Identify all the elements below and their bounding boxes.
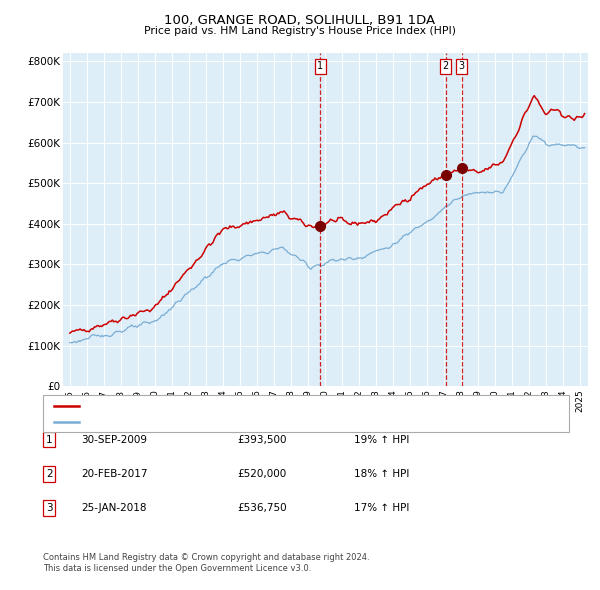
Text: 19% ↑ HPI: 19% ↑ HPI bbox=[354, 435, 409, 444]
Text: 18% ↑ HPI: 18% ↑ HPI bbox=[354, 469, 409, 478]
Text: 100, GRANGE ROAD, SOLIHULL, B91 1DA: 100, GRANGE ROAD, SOLIHULL, B91 1DA bbox=[164, 14, 436, 27]
Text: 1: 1 bbox=[317, 61, 323, 71]
Text: 3: 3 bbox=[46, 503, 53, 513]
Text: HPI: Average price, detached house, Solihull: HPI: Average price, detached house, Soli… bbox=[85, 417, 306, 427]
Text: £393,500: £393,500 bbox=[237, 435, 287, 444]
Text: 100, GRANGE ROAD, SOLIHULL, B91 1DA (detached house): 100, GRANGE ROAD, SOLIHULL, B91 1DA (det… bbox=[85, 401, 380, 411]
Text: £536,750: £536,750 bbox=[237, 503, 287, 513]
Text: 17% ↑ HPI: 17% ↑ HPI bbox=[354, 503, 409, 513]
Text: 25-JAN-2018: 25-JAN-2018 bbox=[81, 503, 146, 513]
Text: 20-FEB-2017: 20-FEB-2017 bbox=[81, 469, 148, 478]
Text: £520,000: £520,000 bbox=[237, 469, 286, 478]
Text: 2: 2 bbox=[46, 469, 53, 478]
Text: Contains HM Land Registry data © Crown copyright and database right 2024.
This d: Contains HM Land Registry data © Crown c… bbox=[43, 553, 370, 573]
Text: Price paid vs. HM Land Registry's House Price Index (HPI): Price paid vs. HM Land Registry's House … bbox=[144, 26, 456, 36]
Text: 2: 2 bbox=[443, 61, 449, 71]
Text: 30-SEP-2009: 30-SEP-2009 bbox=[81, 435, 147, 444]
Text: 1: 1 bbox=[46, 435, 53, 444]
Text: 3: 3 bbox=[458, 61, 465, 71]
